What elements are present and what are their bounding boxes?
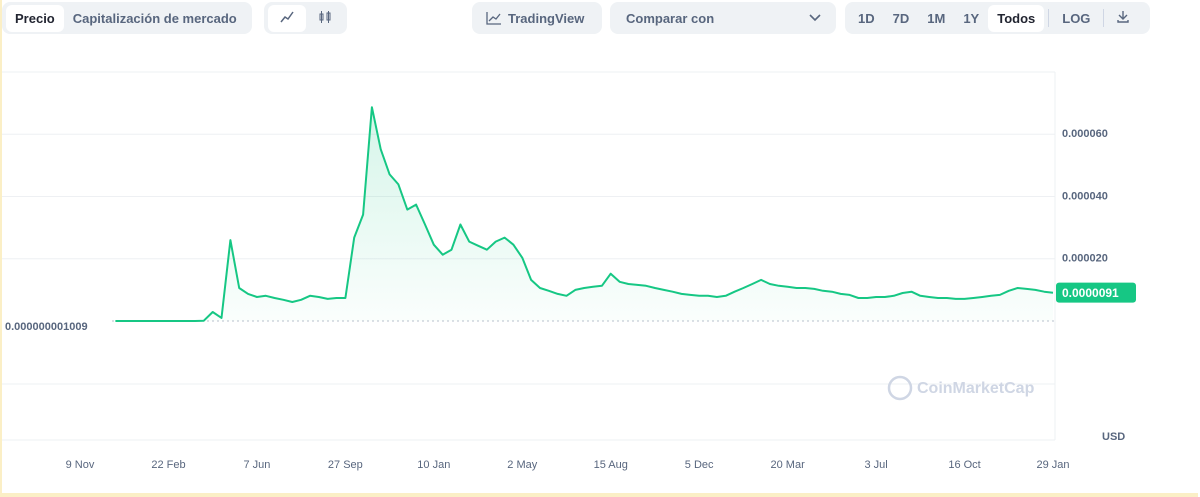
range-group: 1D 7D 1M 1Y Todos LOG [845, 2, 1150, 34]
log-button[interactable]: LOG [1062, 10, 1091, 26]
x-tick-label: 7 Jun [243, 459, 270, 471]
currency-label: USD [1102, 431, 1125, 443]
range-button[interactable]: 1Y [963, 10, 980, 26]
y-tick-label: 0.000020 [1062, 253, 1108, 265]
x-tick-label: 22 Feb [151, 459, 185, 471]
tradingview-label: TradingView [508, 10, 585, 26]
watermark-logo [887, 375, 913, 401]
range-button[interactable]: 1M [927, 10, 946, 26]
tab[interactable]: Precio [6, 4, 64, 32]
price-badge-label: 0.0000091 [1062, 286, 1119, 300]
x-tick-label: 3 Jul [864, 459, 887, 471]
compare-select[interactable]: Comparar con [610, 2, 836, 34]
x-tick-label: 9 Nov [66, 459, 95, 471]
x-tick-label: 29 Jan [1036, 459, 1069, 471]
x-tick-label: 2 May [507, 459, 537, 471]
x-tick-label: 10 Jan [417, 459, 450, 471]
compare-label: Comparar con [626, 10, 715, 26]
line-button[interactable] [268, 4, 306, 32]
tab-group: Precio Capitalización de mercado [2, 2, 252, 34]
range-button[interactable]: 1D [858, 10, 875, 26]
reference-label-bg [2, 318, 112, 335]
download-button[interactable] [1108, 4, 1138, 32]
x-tick-label: 5 Dec [685, 459, 714, 471]
line-icon [280, 11, 294, 22]
tradingview-button[interactable]: TradingView [472, 2, 602, 34]
reference-label: 0.000000001009 [5, 321, 88, 333]
separator [1103, 9, 1105, 27]
x-tick-label: 15 Aug [594, 459, 628, 471]
tradingview-icon [486, 12, 501, 25]
x-tick-label: 27 Sep [328, 459, 363, 471]
price-line [115, 106, 1054, 322]
download-icon [1117, 11, 1130, 23]
separator [1048, 9, 1050, 27]
candle-button[interactable] [306, 5, 344, 32]
x-tick-label: 20 Mar [771, 459, 806, 471]
range-button[interactable]: 7D [892, 10, 910, 26]
watermark-group: CoinMarketCap [887, 375, 1035, 401]
tab[interactable]: Capitalización de mercado [72, 10, 237, 26]
y-tick-label: 0.000060 [1062, 128, 1108, 140]
y-tick-label: 0.000040 [1062, 190, 1108, 202]
chart-style-group [264, 2, 347, 34]
range-button[interactable]: Todos [988, 4, 1045, 32]
candle-icon [319, 10, 331, 23]
x-tick-label: 16 Oct [948, 459, 980, 471]
price-badge [1056, 282, 1136, 303]
watermark: CoinMarketCap [917, 380, 1035, 397]
chevron [809, 14, 821, 22]
